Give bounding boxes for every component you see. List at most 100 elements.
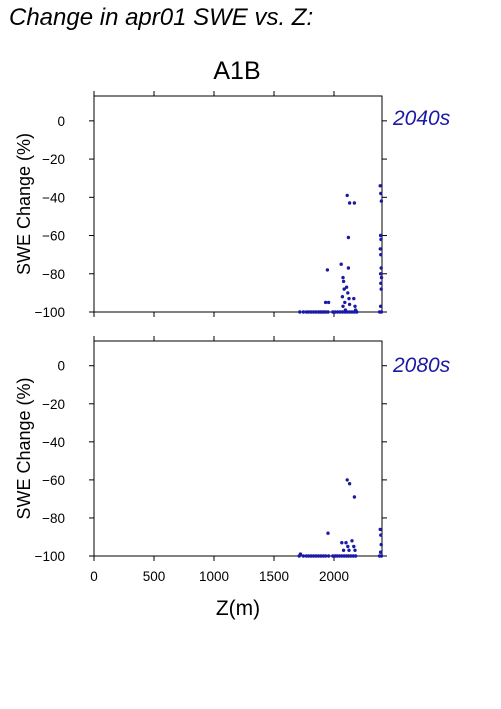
data-point bbox=[346, 235, 351, 240]
y-tick-label: −20 bbox=[42, 397, 65, 412]
data-point bbox=[325, 268, 330, 272]
data-point bbox=[311, 310, 316, 314]
page-title: Change in apr01 SWE vs. Z: bbox=[9, 4, 314, 31]
data-point bbox=[346, 266, 351, 270]
data-point bbox=[352, 544, 356, 549]
data-point bbox=[378, 527, 382, 532]
data-point bbox=[350, 539, 354, 543]
scenario-label: A1B bbox=[213, 57, 261, 85]
data-point bbox=[340, 541, 344, 545]
data-point bbox=[378, 272, 383, 276]
data-point bbox=[353, 304, 357, 308]
data-point bbox=[323, 310, 328, 314]
data-point bbox=[353, 308, 358, 312]
data-point bbox=[298, 552, 303, 556]
data-point bbox=[340, 554, 344, 558]
data-point bbox=[379, 554, 384, 558]
data-point bbox=[304, 554, 309, 558]
data-point bbox=[342, 287, 346, 291]
data-point bbox=[309, 310, 313, 314]
y-tick-label: −60 bbox=[42, 473, 65, 488]
data-point bbox=[351, 554, 355, 558]
x-tick-label: 1500 bbox=[259, 569, 289, 584]
data-point bbox=[323, 300, 328, 305]
data-point bbox=[379, 275, 384, 280]
y-tick-label: −100 bbox=[35, 549, 65, 564]
data-point bbox=[335, 310, 340, 314]
x-tick-label: 1000 bbox=[199, 569, 229, 584]
data-point bbox=[353, 554, 358, 558]
data-point bbox=[379, 533, 383, 537]
data-point bbox=[331, 310, 335, 314]
data-point bbox=[311, 554, 316, 558]
data-point bbox=[309, 554, 313, 558]
y-tick-label: −100 bbox=[35, 305, 65, 320]
x-tick-label: 500 bbox=[143, 569, 166, 584]
data-point bbox=[337, 554, 342, 558]
data-point bbox=[338, 310, 342, 314]
y-axis-label: SWE Change (%) bbox=[14, 133, 34, 275]
y-tick-label: 0 bbox=[57, 359, 65, 374]
y-tick-label: −40 bbox=[42, 190, 65, 205]
data-point bbox=[301, 554, 306, 558]
data-point bbox=[326, 554, 331, 558]
period-label-2080s: 2080s bbox=[393, 354, 451, 377]
data-point bbox=[344, 541, 348, 545]
data-point bbox=[321, 554, 325, 558]
data-point bbox=[319, 554, 323, 558]
data-point bbox=[343, 300, 347, 305]
data-point bbox=[379, 310, 384, 314]
data-point bbox=[352, 495, 357, 499]
data-point bbox=[346, 291, 350, 295]
data-point bbox=[298, 310, 302, 314]
data-point bbox=[347, 302, 352, 307]
data-point bbox=[352, 201, 357, 205]
data-point bbox=[347, 482, 352, 486]
y-tick-label: 0 bbox=[57, 114, 65, 129]
data-point bbox=[335, 554, 339, 558]
data-point bbox=[339, 262, 343, 266]
data-point bbox=[326, 300, 331, 305]
x-tick-label: 2000 bbox=[319, 569, 349, 584]
data-point bbox=[342, 554, 346, 558]
data-point bbox=[347, 201, 352, 205]
data-point bbox=[341, 275, 345, 280]
data-point bbox=[326, 310, 330, 314]
data-point bbox=[378, 304, 383, 308]
y-tick-label: −80 bbox=[42, 267, 65, 282]
y-tick-label: −20 bbox=[42, 152, 65, 167]
data-point bbox=[379, 191, 383, 196]
data-point bbox=[326, 531, 330, 535]
data-point bbox=[314, 554, 318, 558]
data-point bbox=[307, 310, 311, 314]
x-axis-label: Z(m) bbox=[216, 597, 260, 620]
data-point bbox=[379, 542, 383, 547]
data-point bbox=[379, 266, 383, 270]
data-point bbox=[350, 310, 354, 314]
data-point bbox=[379, 281, 383, 285]
y-tick-label: −80 bbox=[42, 511, 65, 526]
data-point bbox=[341, 279, 346, 284]
data-point bbox=[379, 237, 383, 242]
period-label-2040s: 2040s bbox=[393, 107, 451, 130]
data-point bbox=[323, 554, 328, 558]
data-point bbox=[345, 478, 349, 482]
data-point bbox=[378, 184, 382, 188]
data-point bbox=[378, 233, 383, 238]
data-point bbox=[344, 285, 349, 289]
y-axis-label: SWE Change (%) bbox=[14, 377, 34, 519]
y-tick-label: −40 bbox=[42, 435, 65, 450]
data-point bbox=[379, 199, 384, 203]
data-point bbox=[378, 247, 382, 251]
data-point bbox=[378, 550, 383, 554]
data-point bbox=[314, 310, 318, 314]
data-point bbox=[347, 296, 351, 301]
data-point bbox=[307, 554, 311, 558]
data-point bbox=[316, 554, 321, 558]
data-point bbox=[301, 310, 306, 314]
data-point bbox=[304, 310, 309, 314]
data-point bbox=[353, 548, 357, 552]
data-point bbox=[340, 295, 345, 299]
data-point bbox=[347, 548, 351, 552]
